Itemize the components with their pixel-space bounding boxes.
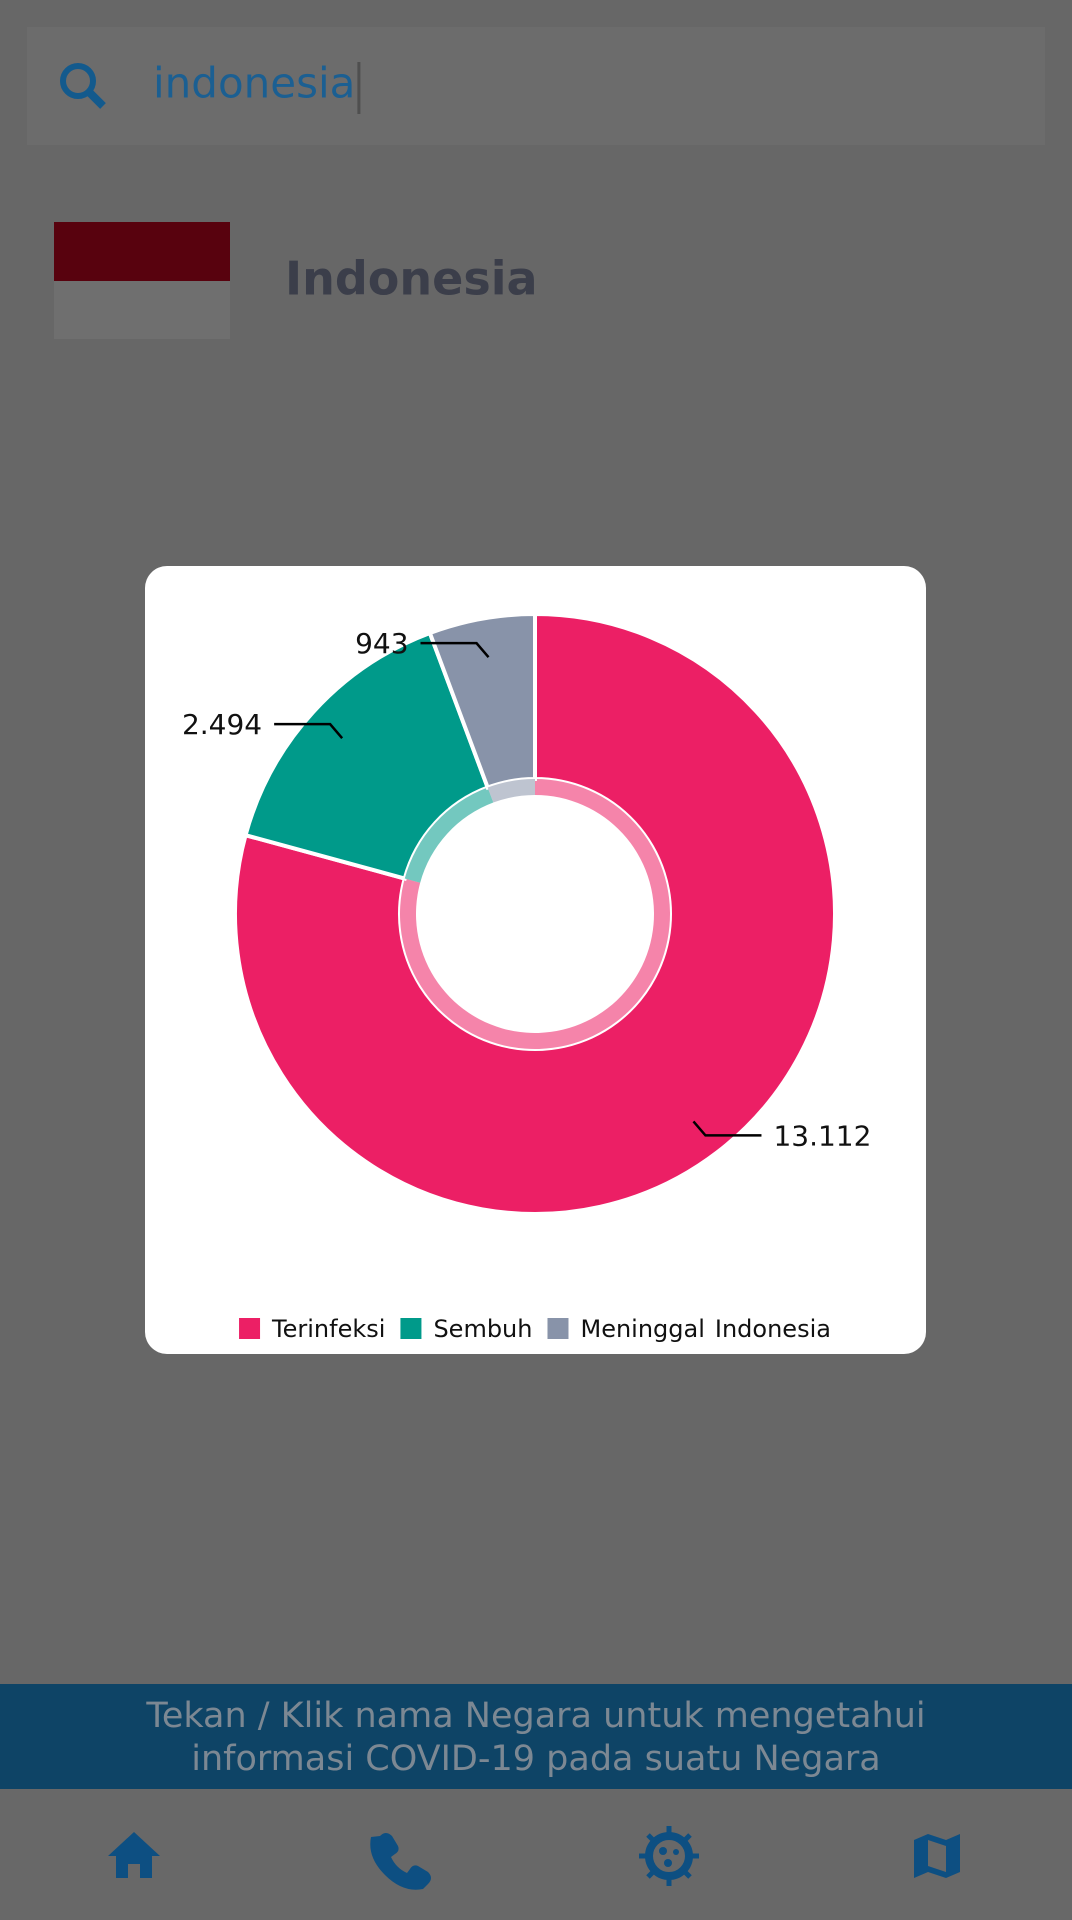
legend: Terinfeksi Sembuh Meninggal Indonesia: [239, 1315, 831, 1343]
donut-inner-band: [487, 779, 535, 803]
flag-white: [54, 281, 230, 339]
leader-line: [420, 641, 490, 658]
data-label: 943: [355, 627, 408, 660]
legend-swatch: [239, 1318, 261, 1339]
home-icon[interactable]: [108, 1832, 160, 1878]
map-icon[interactable]: [914, 1834, 960, 1878]
data-label: 13.112: [773, 1119, 871, 1152]
bottom-nav: [0, 1789, 1072, 1920]
banner-text: Tekan / Klik nama Negara untuk mengetahu…: [145, 1696, 925, 1736]
legend-label: Sembuh: [433, 1315, 532, 1343]
legend-dataset-label: Indonesia: [715, 1315, 831, 1343]
country-name[interactable]: Indonesia: [285, 252, 538, 306]
virus-icon[interactable]: [639, 1826, 699, 1886]
leader-line: [692, 1120, 762, 1137]
info-banner: [0, 1684, 1072, 1789]
legend-swatch: [400, 1318, 422, 1339]
banner-text: informasi COVID-19 pada suatu Negara: [191, 1739, 881, 1779]
leader-line: [274, 722, 344, 739]
phone-icon[interactable]: [370, 1833, 431, 1890]
donut-chart: 13.112 2.494 943 Terinfeksi Sembuh Meninggal I…: [182, 611, 871, 1343]
search-bar[interactable]: [27, 27, 1045, 145]
flag-red: [54, 222, 230, 281]
text-caret: [357, 62, 361, 114]
donut-inner-band: [404, 787, 494, 883]
legend-label: Meninggal: [580, 1315, 704, 1343]
legend-label: Terinfeksi: [271, 1315, 385, 1343]
data-label: 2.494: [182, 708, 262, 741]
search-icon[interactable]: [60, 63, 106, 109]
search-input[interactable]: indonesia: [153, 59, 355, 108]
legend-swatch: [547, 1318, 569, 1339]
